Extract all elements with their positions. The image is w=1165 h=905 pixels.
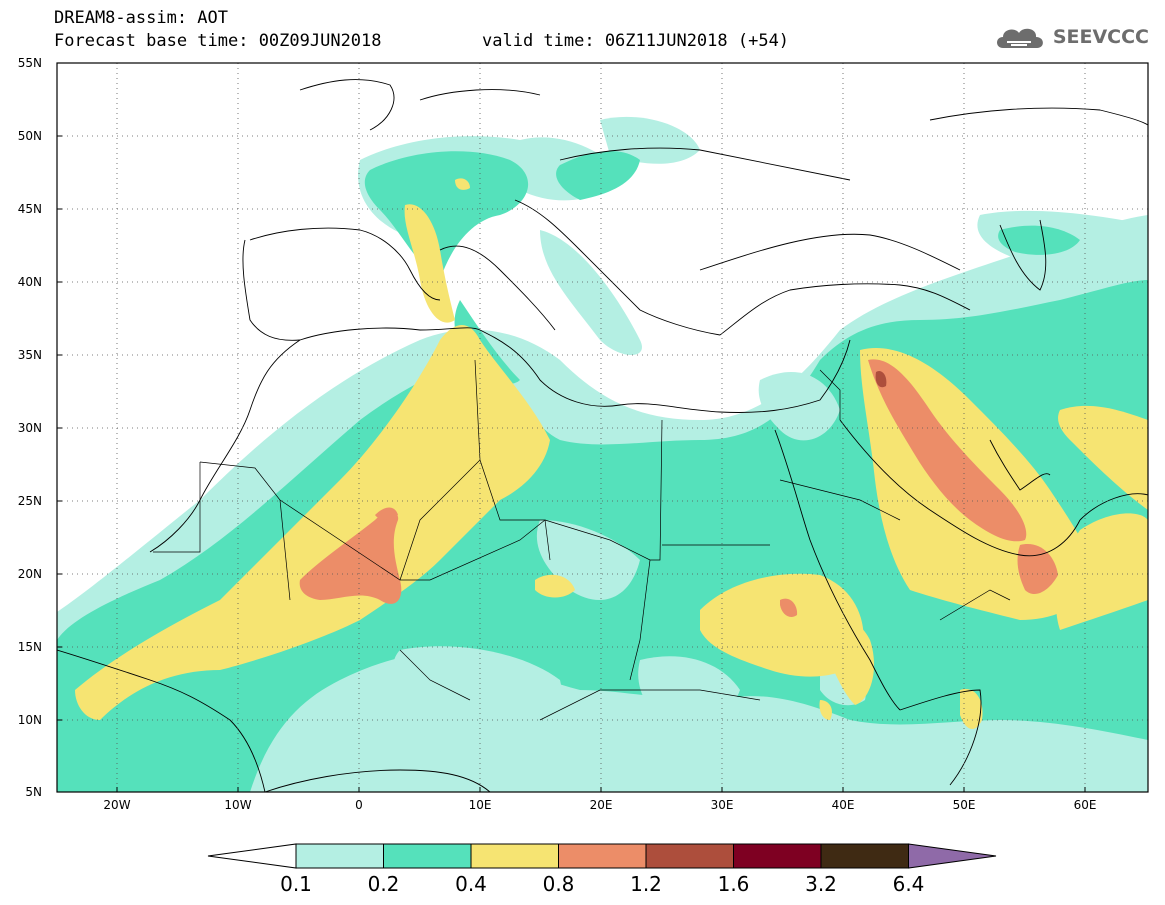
lon-label: 20W: [103, 798, 131, 812]
colorbar-label: 0.2: [367, 872, 400, 896]
lon-label: 20E: [589, 798, 613, 812]
colorbar-label: 1.2: [630, 872, 662, 896]
graticule: [57, 63, 1148, 792]
colorbar-label: 0.8: [542, 872, 575, 896]
colorbar-max-arrow: [908, 843, 997, 869]
lat-label: 5N: [25, 785, 42, 799]
lat-label: 50N: [17, 129, 42, 143]
lat-label: 15N: [17, 640, 42, 654]
colorbar-label: 3.2: [805, 872, 837, 896]
lat-label: 25N: [17, 494, 42, 508]
aot-band-1.2-1.6: [875, 370, 887, 388]
colorbar-bin-6: [733, 843, 822, 869]
aot-band-0.8-1.2: [299, 359, 1058, 617]
axis-ticks: [57, 62, 1086, 792]
colorbar-bin-3: [470, 843, 559, 869]
colorbar-label: 0.4: [455, 872, 487, 896]
colorbar-bin-4: [558, 843, 647, 869]
lon-label: 10W: [224, 798, 252, 812]
colorbar-min-arrow: [207, 843, 297, 869]
cloud-icon: [996, 28, 1043, 48]
colorbar: [207, 843, 997, 869]
colorbar-bin-7: [820, 843, 909, 869]
lat-label: 10N: [17, 713, 42, 727]
aot-field: [57, 63, 1148, 792]
forecast-base-time: Forecast base time: 00Z09JUN2018: [54, 31, 382, 51]
lon-label: 50E: [952, 798, 976, 812]
colorbar-label: 0.1: [280, 872, 312, 896]
valid-time: valid time: 06Z11JUN2018 (+54): [482, 31, 790, 51]
lon-label: 0: [355, 798, 363, 812]
lat-label: 55N: [17, 56, 42, 70]
colorbar-label: 6.4: [892, 872, 925, 896]
lon-label: 30E: [710, 798, 734, 812]
logo-text: SEEVCCC: [1052, 26, 1149, 48]
lon-label: 40E: [831, 798, 855, 812]
colorbar-bin-1: [295, 843, 384, 869]
lat-label: 35N: [17, 348, 42, 362]
colorbar-label: 1.6: [717, 872, 750, 896]
lat-label: 30N: [17, 421, 42, 435]
lat-label: 45N: [17, 202, 42, 216]
lon-label: 10E: [468, 798, 492, 812]
colorbar-bin-5: [645, 843, 734, 869]
coastlines: [57, 79, 1148, 792]
lat-label: 20N: [17, 567, 42, 581]
seevccc-logo: SEEVCCC: [993, 22, 1149, 52]
lat-label: 40N: [17, 275, 42, 289]
map-title: DREAM8-assim: AOT: [54, 8, 228, 28]
country-borders: [153, 359, 1011, 721]
lon-label: 60E: [1073, 798, 1097, 812]
colorbar-bin-2: [383, 843, 472, 869]
